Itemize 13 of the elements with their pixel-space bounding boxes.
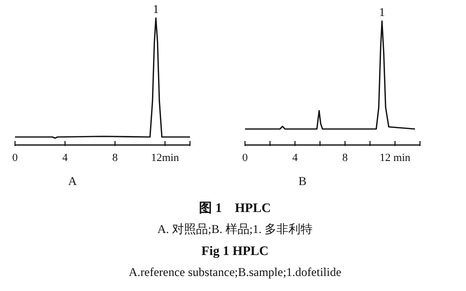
x-tick-label: 12min (150, 152, 180, 164)
x-tick-label: 4 (62, 152, 68, 164)
annotation: 1 (379, 5, 385, 19)
x-axis-title: A (68, 174, 78, 188)
x-tick-label: 12 min (380, 152, 411, 164)
x-tick-label: 0 (242, 152, 248, 164)
x-axis-title: B (298, 174, 307, 188)
x-tick-label: 0 (12, 152, 18, 164)
x-tick-label: 8 (112, 152, 118, 164)
annotation: 1 (152, 2, 159, 16)
caption: 图 1 HPLC A. 对照品;B. 样品;1. 多非利特 Fig 1 HPLC A.reference substance;B.sample;1.dofetilide (128, 200, 342, 279)
x-tick-label: 4 (292, 152, 298, 164)
x-tick-label: 8 (342, 152, 348, 164)
